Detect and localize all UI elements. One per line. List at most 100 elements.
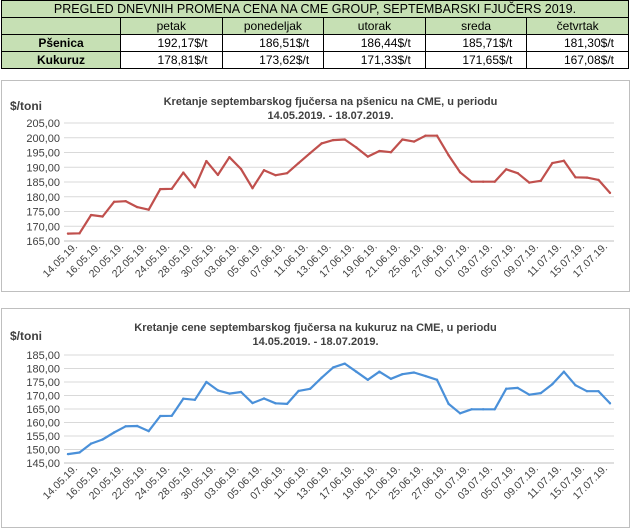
data-point bbox=[285, 171, 289, 175]
data-point bbox=[101, 215, 104, 218]
y-tick-label: 175,00 bbox=[26, 377, 60, 389]
data-point bbox=[470, 180, 473, 183]
data-point bbox=[193, 186, 197, 189]
data-point bbox=[308, 387, 312, 390]
data-point bbox=[89, 213, 93, 217]
y-tick-label: 170,00 bbox=[26, 391, 60, 403]
data-point bbox=[159, 414, 162, 418]
y-tick-label: 160,00 bbox=[26, 418, 60, 430]
data-point bbox=[228, 156, 231, 159]
data-point bbox=[274, 174, 277, 177]
data-point bbox=[262, 169, 266, 172]
y-tick-label: 200,00 bbox=[26, 133, 60, 145]
y-tick-label: 185,00 bbox=[26, 350, 60, 362]
data-point bbox=[528, 181, 531, 184]
y-tick-label: 205,00 bbox=[26, 118, 60, 130]
data-point bbox=[89, 442, 93, 445]
data-point bbox=[412, 140, 416, 143]
data-point bbox=[447, 153, 450, 157]
price-cell: 192,17$/t bbox=[120, 34, 223, 52]
data-point bbox=[274, 402, 277, 405]
y-tick-label: 175,00 bbox=[26, 207, 60, 219]
data-point bbox=[378, 149, 381, 153]
y-tick-label: 145,00 bbox=[26, 458, 60, 470]
data-point bbox=[262, 397, 266, 400]
data-point bbox=[458, 412, 462, 415]
data-point bbox=[182, 171, 185, 174]
data-point bbox=[308, 151, 312, 155]
data-point bbox=[297, 389, 300, 393]
wheat-chart: $/toni Kretanje septembarskog fjučersa n… bbox=[1, 80, 630, 292]
y-tick-label: 155,00 bbox=[26, 431, 60, 443]
data-point bbox=[343, 138, 346, 141]
table-row: Pšenica 192,17$/t 186,51$/t 186,44$/t 18… bbox=[1, 34, 629, 52]
corn-chart: $/toni Kretanje cene septembarskog fjuče… bbox=[1, 308, 630, 528]
data-point bbox=[505, 168, 508, 171]
price-cell: 167,08$/t bbox=[526, 51, 629, 69]
data-point bbox=[251, 401, 254, 405]
data-point bbox=[170, 187, 173, 190]
data-point bbox=[481, 180, 485, 183]
y-tick-label: 190,00 bbox=[26, 162, 60, 174]
data-point bbox=[389, 151, 393, 154]
chart-title-line1: Kretanje septembarskog fjučersa na pšeni… bbox=[163, 96, 498, 108]
price-cell: 181,30$/t bbox=[526, 34, 629, 52]
data-point bbox=[159, 187, 162, 191]
data-point bbox=[320, 376, 323, 379]
data-point bbox=[505, 387, 508, 390]
data-point bbox=[101, 438, 104, 441]
data-point bbox=[355, 370, 358, 373]
data-point bbox=[435, 378, 439, 382]
data-point bbox=[297, 161, 300, 165]
data-point bbox=[355, 146, 358, 149]
data-point bbox=[562, 159, 566, 162]
y-tick-label: 170,00 bbox=[26, 221, 60, 233]
y-unit-label: $/toni bbox=[10, 99, 42, 113]
data-point bbox=[528, 393, 531, 396]
y-tick-label: 165,00 bbox=[26, 404, 60, 416]
data-point bbox=[574, 176, 577, 179]
data-point bbox=[193, 398, 197, 402]
wheat-chart-plot: 165,00 170,00 175,00 180,00 185,00 190,00 195,… bbox=[26, 118, 614, 280]
y-tick-label: 180,00 bbox=[26, 364, 60, 376]
data-point bbox=[216, 389, 220, 392]
chart-title-line2: 14.05.2019. - 18.07.2019. bbox=[267, 110, 394, 122]
y-tick-label: 165,00 bbox=[26, 236, 60, 248]
data-point bbox=[135, 205, 139, 209]
data-point bbox=[124, 199, 127, 203]
y-tick-label: 180,00 bbox=[26, 192, 60, 204]
table-corner bbox=[1, 17, 121, 35]
price-cell: 171,65$/t bbox=[424, 51, 528, 69]
data-point bbox=[239, 167, 243, 171]
data-point bbox=[251, 186, 254, 190]
price-cell: 178,81$/t bbox=[120, 51, 223, 69]
chart-title: Kretanje septembarskog fjučersa na pšeni… bbox=[2, 95, 629, 123]
y-unit-label: $/toni bbox=[10, 329, 42, 343]
data-point bbox=[124, 425, 127, 428]
data-point bbox=[447, 402, 450, 406]
data-point bbox=[435, 134, 439, 137]
price-cell: 186,44$/t bbox=[323, 34, 426, 52]
data-point bbox=[481, 408, 485, 411]
data-point bbox=[551, 382, 554, 386]
y-tick-label: 195,00 bbox=[26, 148, 60, 160]
data-point bbox=[366, 155, 370, 158]
data-point bbox=[343, 362, 346, 365]
y-tick-label: 150,00 bbox=[26, 445, 60, 457]
day-header: sreda bbox=[424, 17, 528, 35]
chart-title: Kretanje cene septembarskog fjučersa na … bbox=[2, 321, 629, 349]
data-point bbox=[424, 134, 427, 137]
data-point bbox=[608, 402, 612, 405]
data-point bbox=[516, 171, 519, 175]
y-tick-label: 185,00 bbox=[26, 177, 60, 189]
chart-title-line2: 14.05.2019. - 18.07.2019. bbox=[252, 336, 379, 348]
row-label: Pšenica bbox=[1, 34, 121, 52]
data-point bbox=[585, 176, 589, 179]
day-header: utorak bbox=[323, 17, 426, 35]
data-point bbox=[585, 389, 589, 393]
data-point bbox=[239, 390, 243, 394]
data-point bbox=[112, 431, 116, 434]
data-point bbox=[135, 424, 139, 428]
data-point bbox=[539, 391, 543, 395]
